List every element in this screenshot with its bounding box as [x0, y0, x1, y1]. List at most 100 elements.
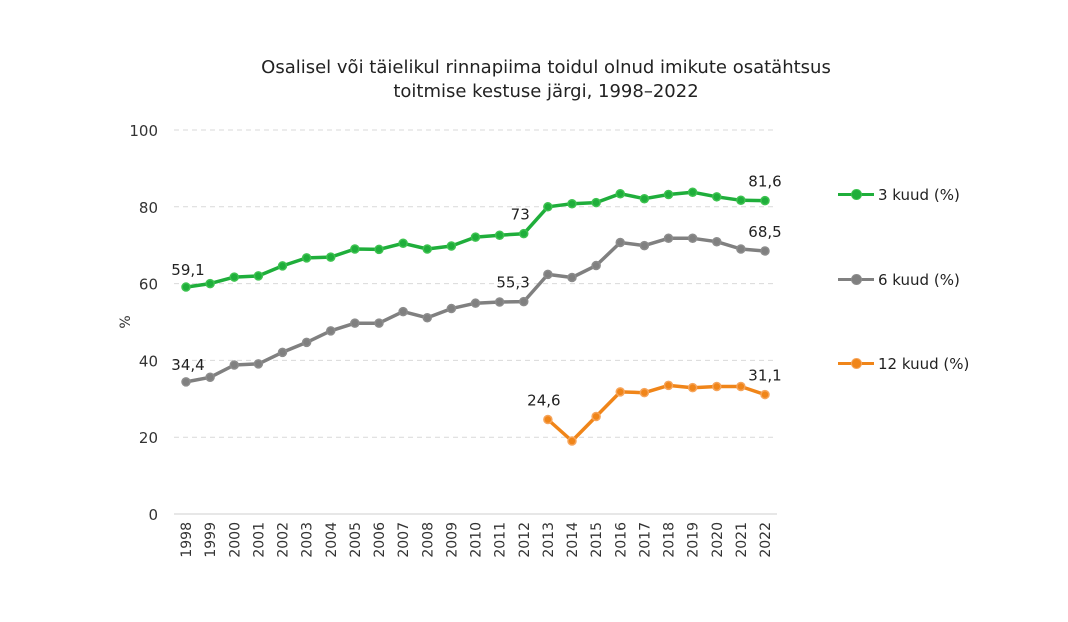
data-label: 68,5	[748, 223, 781, 241]
x-tick-label: 2019	[686, 522, 702, 558]
data-point	[181, 377, 191, 387]
y-tick-label: 80	[139, 199, 158, 217]
data-point	[567, 272, 577, 283]
x-tick-label: 2007	[396, 522, 412, 558]
data-point	[591, 411, 601, 422]
data-point	[350, 244, 360, 254]
series-line	[546, 383, 766, 443]
data-point	[494, 297, 505, 307]
data-point	[543, 269, 553, 280]
chart-title-line-1: Osalisel või täielikul rinnapiima toidul…	[261, 57, 831, 78]
data-point	[639, 387, 650, 398]
x-tick-label: 2006	[372, 522, 388, 558]
data-point	[253, 271, 264, 281]
x-tick-label: 2011	[493, 522, 509, 558]
y-tick-label: 0	[148, 506, 158, 524]
x-tick-label: 2020	[710, 522, 726, 558]
data-point	[567, 436, 577, 446]
x-tick-label: 2009	[444, 522, 460, 558]
data-point	[615, 387, 625, 397]
data-point	[615, 188, 625, 199]
data-label: 55,3	[496, 274, 529, 292]
data-point	[687, 187, 698, 197]
y-tick-label: 60	[139, 276, 158, 294]
data-point	[494, 230, 505, 240]
data-point	[736, 195, 746, 206]
data-point	[446, 303, 457, 314]
data-point	[567, 198, 577, 209]
data-point	[639, 193, 650, 204]
y-tick-label: 20	[139, 429, 158, 447]
data-point	[543, 414, 553, 425]
legend-swatch	[838, 185, 874, 205]
data-point	[253, 359, 264, 369]
x-tick-label: 2012	[517, 522, 533, 558]
data-point	[712, 192, 722, 202]
data-point	[760, 246, 770, 256]
data-label: 81,6	[748, 173, 781, 191]
data-point	[374, 244, 384, 255]
data-point	[736, 381, 746, 392]
data-point	[326, 252, 336, 262]
x-tick-label: 2010	[469, 522, 485, 558]
data-point	[663, 380, 674, 391]
data-point	[350, 318, 360, 328]
data-point	[470, 298, 481, 308]
x-tick-label: 2008	[420, 522, 436, 558]
data-point	[736, 244, 746, 254]
x-tick-label: 2002	[276, 522, 292, 558]
data-point	[277, 347, 288, 358]
legend-swatch	[838, 270, 874, 290]
data-point	[301, 253, 312, 263]
data-point	[181, 282, 191, 292]
data-point	[663, 233, 674, 244]
data-point	[519, 228, 529, 239]
data-point	[663, 189, 674, 200]
chart-title-line-2: toitmise kestuse järgi, 1998–2022	[393, 81, 699, 102]
data-point	[301, 337, 312, 348]
legend-item: 12 kuud (%)	[838, 354, 969, 374]
x-tick-label: 2005	[348, 522, 364, 558]
data-point	[398, 238, 408, 249]
x-tick-label: 2017	[637, 522, 653, 558]
data-point	[760, 195, 770, 206]
data-point	[543, 202, 553, 212]
data-point	[277, 261, 288, 271]
x-tick-label: 2016	[613, 522, 629, 558]
x-tick-label: 2000	[227, 522, 243, 558]
data-point	[326, 326, 336, 336]
y-tick-label: 40	[139, 352, 158, 370]
data-point	[687, 382, 698, 393]
data-point	[519, 296, 529, 307]
data-point	[422, 244, 432, 254]
x-tick-label: 2022	[758, 522, 774, 558]
chart-title: Osalisel või täielikul rinnapiima toidul…	[0, 56, 1068, 104]
x-tick-label: 2003	[300, 522, 316, 558]
legend-swatch	[838, 354, 874, 374]
data-point	[712, 381, 722, 392]
x-tick-label: 2021	[734, 522, 750, 558]
legend-item: 6 kuud (%)	[838, 270, 960, 290]
data-point	[470, 232, 481, 242]
data-point	[760, 389, 770, 400]
data-point	[591, 197, 601, 208]
data-point	[712, 236, 722, 247]
y-tick-label: 100	[129, 122, 158, 140]
data-label: 31,1	[748, 367, 781, 385]
data-point	[446, 241, 457, 251]
legend-label: 3 kuud (%)	[878, 186, 960, 204]
data-point	[205, 372, 215, 383]
x-tick-label: 2014	[565, 522, 581, 558]
legend-label: 6 kuud (%)	[878, 271, 960, 289]
data-point	[229, 360, 239, 370]
y-axis-label: %	[118, 315, 134, 328]
data-point	[687, 233, 698, 244]
data-point	[422, 313, 432, 323]
data-label: 59,1	[171, 261, 204, 279]
x-tick-label: 2001	[251, 522, 267, 558]
x-tick-label: 2013	[541, 522, 557, 558]
data-label: 34,4	[171, 356, 204, 374]
data-label: 73	[511, 206, 530, 224]
data-point	[615, 237, 625, 248]
